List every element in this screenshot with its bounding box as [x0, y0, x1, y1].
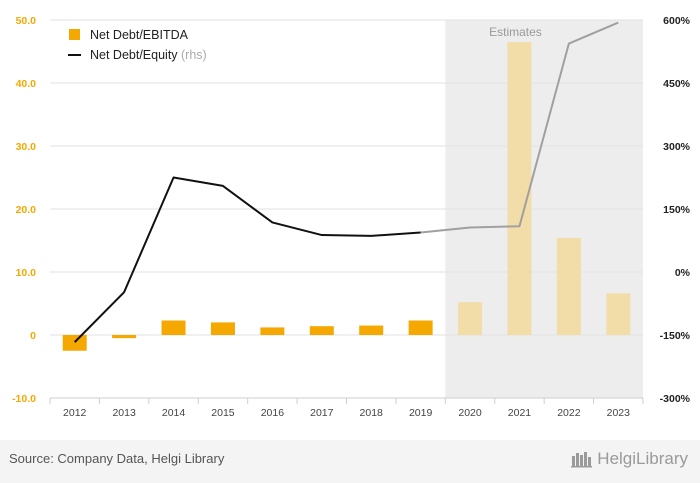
x-tick-label: 2017	[310, 407, 334, 419]
bar	[507, 42, 532, 336]
y-right-tick-label: 300%	[663, 141, 691, 153]
x-tick-label: 2019	[409, 407, 433, 419]
bar	[260, 327, 285, 335]
legend-label-line: Net Debt/Equity (rhs)	[90, 48, 207, 62]
library-icon	[571, 452, 593, 468]
bar	[62, 335, 87, 351]
x-tick-label: 2016	[261, 407, 285, 419]
line-actual	[73, 176, 421, 343]
legend-label-bar: Net Debt/EBITDA	[90, 28, 189, 42]
y-right-tick-label: -300%	[660, 393, 691, 405]
estimates-label: Estimates	[489, 25, 542, 39]
source-note: Source: Company Data, Helgi Library	[9, 451, 225, 466]
y-right-tick-label: 600%	[663, 15, 691, 27]
y-left-tick-label: -10.0	[12, 393, 36, 405]
bar	[112, 335, 137, 339]
y-right-tick-label: 150%	[663, 204, 691, 216]
x-tick-label: 2020	[458, 407, 482, 419]
footer: Source: Company Data, Helgi Library Helg…	[0, 440, 700, 483]
x-tick-label: 2013	[112, 407, 136, 419]
legend-label-line-suffix: (rhs)	[181, 48, 207, 62]
y-right-tick-label: 450%	[663, 78, 691, 90]
bar	[556, 237, 581, 335]
chart: 50.0 40.0 30.0 20.0 10.0 0 -10.0 600% 450% 300% 15…	[12, 15, 691, 419]
x-tick-label: 2012	[63, 407, 87, 419]
legend-swatch-bar	[69, 29, 80, 40]
bar	[606, 293, 631, 335]
brand-logo: HelgiLibrary	[571, 449, 688, 469]
y-left-tick-label: 30.0	[16, 141, 37, 153]
bar	[408, 320, 433, 335]
x-tick-label: 2015	[211, 407, 235, 419]
bar	[309, 326, 334, 335]
x-tick-label: 2014	[162, 407, 186, 419]
line-estimate	[420, 21, 619, 234]
bar	[458, 302, 483, 335]
x-tick-label: 2021	[508, 407, 532, 419]
bar	[359, 325, 384, 335]
y-left-tick-label: 20.0	[16, 204, 37, 216]
y-right-tick-label: 0%	[675, 267, 691, 279]
y-left-tick-label: 50.0	[16, 15, 37, 27]
y-left-tick-label: 0	[30, 330, 36, 342]
bar	[161, 320, 186, 335]
bar	[210, 322, 235, 335]
x-tick-label: 2023	[607, 407, 631, 419]
brand-name: HelgiLibrary	[597, 449, 688, 468]
x-tick-label: 2022	[557, 407, 581, 419]
x-tick-label: 2018	[360, 407, 384, 419]
y-right-tick-label: -150%	[660, 330, 691, 342]
y-left-tick-label: 40.0	[16, 78, 37, 90]
y-left-tick-label: 10.0	[16, 267, 37, 279]
